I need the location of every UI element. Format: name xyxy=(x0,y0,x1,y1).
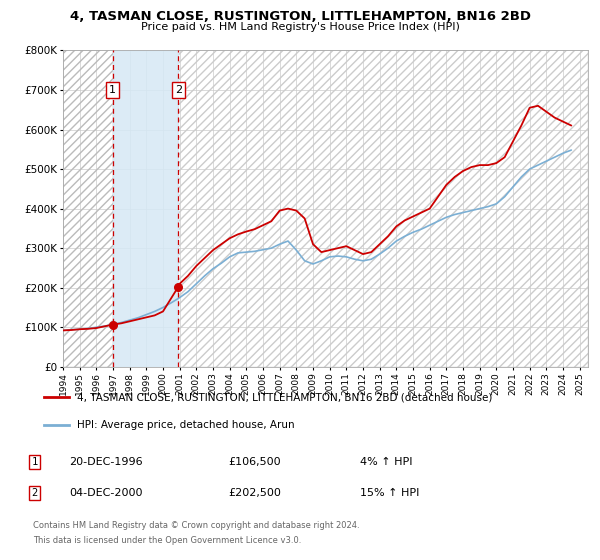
Text: £202,500: £202,500 xyxy=(228,488,281,498)
Text: 1: 1 xyxy=(32,457,38,467)
Bar xyxy=(178,50,588,367)
Text: 4, TASMAN CLOSE, RUSTINGTON, LITTLEHAMPTON, BN16 2BD (detached house): 4, TASMAN CLOSE, RUSTINGTON, LITTLEHAMPT… xyxy=(77,392,493,402)
Bar xyxy=(178,50,588,367)
Text: Price paid vs. HM Land Registry's House Price Index (HPI): Price paid vs. HM Land Registry's House … xyxy=(140,22,460,32)
Text: £106,500: £106,500 xyxy=(228,457,281,467)
Text: 4, TASMAN CLOSE, RUSTINGTON, LITTLEHAMPTON, BN16 2BD: 4, TASMAN CLOSE, RUSTINGTON, LITTLEHAMPT… xyxy=(70,10,530,23)
Text: 04-DEC-2000: 04-DEC-2000 xyxy=(69,488,143,498)
Text: This data is licensed under the Open Government Licence v3.0.: This data is licensed under the Open Gov… xyxy=(33,536,301,545)
Bar xyxy=(63,50,113,367)
Text: 15% ↑ HPI: 15% ↑ HPI xyxy=(360,488,419,498)
Text: 1: 1 xyxy=(109,85,116,95)
Text: 2: 2 xyxy=(175,85,182,95)
Text: 20-DEC-1996: 20-DEC-1996 xyxy=(69,457,143,467)
Bar xyxy=(63,50,113,367)
Text: 2: 2 xyxy=(32,488,38,498)
Text: Contains HM Land Registry data © Crown copyright and database right 2024.: Contains HM Land Registry data © Crown c… xyxy=(33,521,359,530)
Text: 4% ↑ HPI: 4% ↑ HPI xyxy=(360,457,413,467)
Text: HPI: Average price, detached house, Arun: HPI: Average price, detached house, Arun xyxy=(77,420,295,430)
Bar xyxy=(113,50,178,367)
